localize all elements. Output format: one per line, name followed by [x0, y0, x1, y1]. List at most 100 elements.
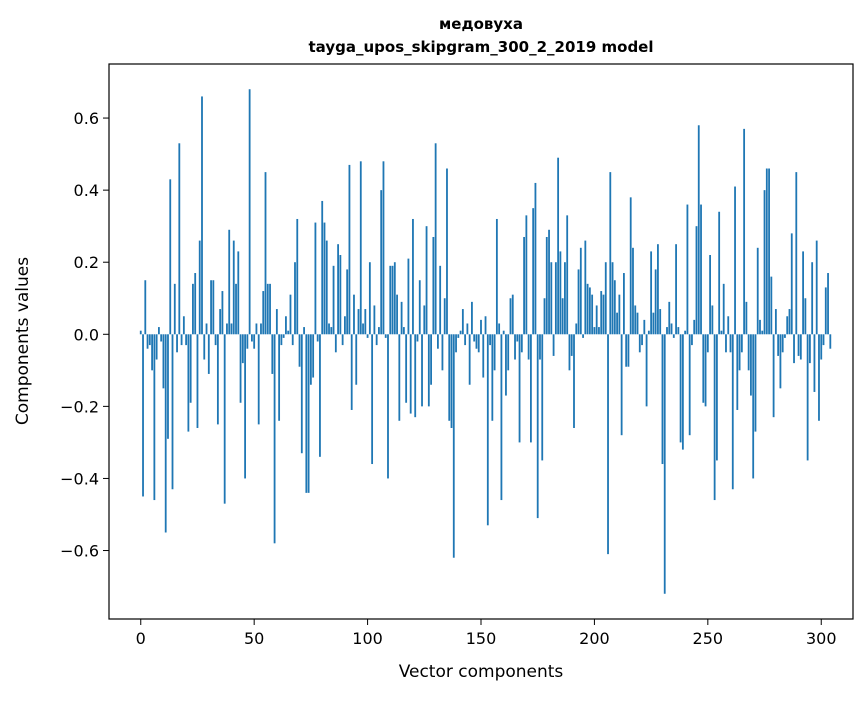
bar [452, 334, 455, 558]
bar [219, 309, 222, 335]
bar [235, 283, 237, 335]
bar [566, 215, 569, 335]
bar [461, 309, 464, 335]
bar [754, 334, 757, 432]
bar [307, 334, 310, 493]
bar [688, 334, 691, 436]
bar [530, 334, 532, 443]
bar [305, 334, 308, 493]
x-tick-label: 100 [352, 629, 383, 648]
bar [534, 182, 537, 335]
bar [450, 334, 453, 428]
x-axis-label: Vector components [399, 662, 564, 682]
bar [232, 240, 235, 335]
y-tick-label: −0.4 [60, 469, 99, 488]
bar [779, 334, 782, 389]
bar [799, 334, 802, 360]
bar [632, 247, 634, 335]
bar [666, 327, 668, 335]
x-axis-ticks: 0 50 100 150 200 250 300 [136, 619, 837, 648]
bar [355, 334, 358, 385]
bar [158, 327, 160, 335]
bar [459, 330, 462, 335]
bar [387, 334, 389, 479]
bar [645, 334, 648, 407]
bar [582, 334, 584, 338]
bar [314, 222, 317, 335]
bar [824, 287, 827, 335]
bar [477, 334, 480, 353]
bar [650, 251, 653, 335]
bar [484, 316, 487, 335]
y-tick-label: 0.4 [74, 181, 99, 200]
bar [704, 334, 707, 407]
bar [793, 334, 795, 364]
bar [266, 283, 269, 335]
bar [495, 218, 498, 335]
bar [393, 262, 396, 335]
bar [373, 305, 376, 335]
bar [346, 269, 349, 335]
bar [634, 305, 637, 335]
bar [207, 334, 210, 374]
y-tick-label: 0.2 [74, 253, 99, 272]
bar [559, 251, 562, 335]
y-tick-label: 0.6 [74, 109, 99, 128]
bar [489, 334, 491, 346]
bar [371, 334, 374, 465]
bar [564, 262, 566, 335]
bar [285, 316, 287, 335]
bar [598, 327, 600, 335]
bar [652, 312, 655, 335]
bar [713, 334, 716, 501]
bar [341, 334, 344, 346]
bar [334, 334, 337, 353]
bar [659, 309, 662, 335]
bar [380, 190, 383, 335]
bar [790, 233, 793, 335]
x-tick-label: 50 [244, 629, 264, 648]
bar [144, 280, 147, 335]
bar [509, 298, 512, 335]
bar [500, 334, 503, 501]
bar [523, 236, 525, 335]
bar [709, 255, 711, 335]
bar [148, 334, 151, 346]
bar [260, 323, 262, 335]
bar [734, 186, 736, 335]
bar [770, 276, 773, 335]
y-tick-label: 0.0 [74, 325, 99, 344]
bar [600, 291, 603, 335]
bar [686, 204, 689, 335]
bar [239, 334, 242, 403]
bar [548, 229, 550, 335]
bar [684, 330, 687, 335]
bar [194, 273, 197, 335]
bar [788, 309, 791, 335]
bar [516, 334, 519, 342]
bar [282, 334, 285, 338]
bar [657, 244, 659, 335]
bar [368, 262, 371, 335]
bar [577, 269, 580, 335]
bar [636, 312, 639, 335]
bar [525, 215, 528, 335]
bar [627, 334, 630, 367]
bar [731, 334, 734, 490]
bar [809, 334, 811, 364]
bar [756, 247, 759, 335]
bar [192, 283, 194, 335]
bar [815, 240, 818, 335]
bar [573, 334, 575, 428]
bar [491, 334, 494, 421]
bar [695, 226, 698, 335]
bar [391, 265, 394, 335]
bar [348, 164, 351, 335]
bar [518, 334, 521, 443]
bar [668, 301, 671, 335]
bar [457, 334, 460, 338]
bar [818, 334, 820, 421]
bar [412, 218, 414, 335]
bar [765, 168, 768, 335]
x-tick-label: 250 [693, 629, 724, 648]
